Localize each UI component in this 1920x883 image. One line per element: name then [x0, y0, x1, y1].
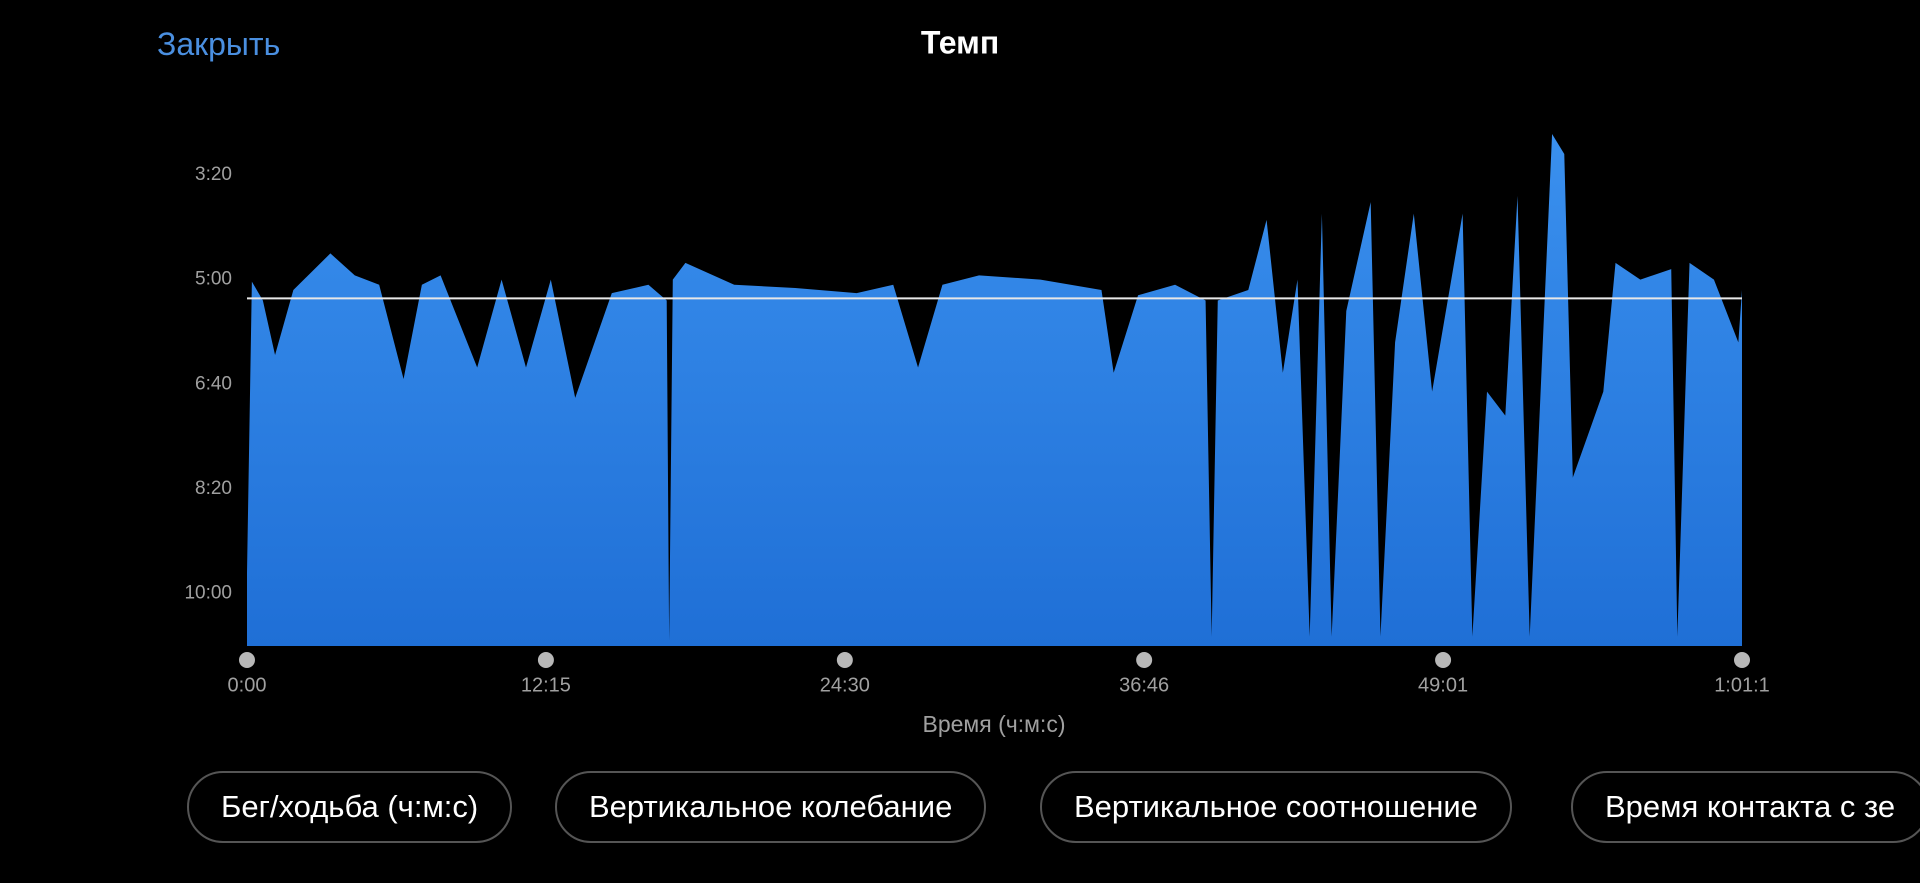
x-tick-dot [239, 652, 255, 668]
chart: Темп Время (ч:м:с) 3:20 5:00 6:40 8:20 10:00… [184, 24, 1770, 737]
x-tick-label: 1:01:1 [1714, 674, 1770, 696]
x-tick-dot [836, 652, 853, 668]
x-tick-label: 24:30 [820, 674, 870, 696]
y-tick-label: 10:00 [184, 583, 232, 604]
x-tick-dot [1734, 652, 1750, 668]
y-tick-label: 8:20 [195, 478, 232, 499]
close-button[interactable]: Закрыть [157, 26, 281, 62]
x-tick-dot [1435, 652, 1452, 668]
x-tick-dot [1136, 652, 1153, 668]
pace-area [247, 134, 1742, 646]
x-tick-dot [537, 652, 554, 668]
metric-tab[interactable]: Время контакта с зе [1571, 771, 1920, 843]
y-tick-label: 6:40 [195, 373, 232, 394]
x-tick-label: 12:15 [521, 674, 571, 696]
y-tick-label: 3:20 [195, 164, 232, 185]
metric-tab[interactable]: Бег/ходьба (ч:м:с) [187, 771, 513, 843]
x-axis-title: Время (ч:м:с) [923, 711, 1066, 737]
metric-tab[interactable]: Вертикальное колебание [555, 771, 987, 843]
x-tick-label: 36:46 [1119, 674, 1169, 696]
chart-title: Темп [921, 24, 999, 60]
y-tick-label: 5:00 [195, 269, 232, 290]
x-tick-label: 0:00 [228, 674, 267, 696]
x-tick-label: 49:01 [1418, 674, 1468, 696]
metric-tab[interactable]: Вертикальное соотношение [1040, 771, 1512, 843]
